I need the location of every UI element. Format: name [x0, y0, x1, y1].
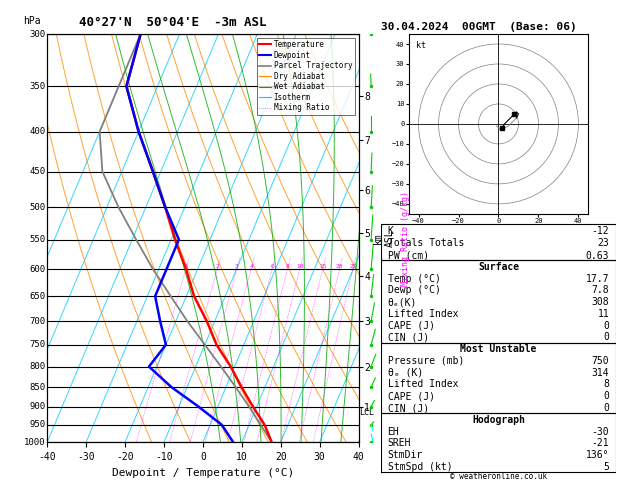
Text: 308: 308 [592, 297, 610, 307]
Text: StmDir: StmDir [387, 450, 423, 460]
X-axis label: Dewpoint / Temperature (°C): Dewpoint / Temperature (°C) [112, 468, 294, 478]
Text: LCL: LCL [359, 408, 374, 417]
Text: 800: 800 [30, 362, 46, 371]
Text: 0: 0 [603, 391, 610, 401]
Text: 600: 600 [30, 264, 46, 274]
Text: 1: 1 [184, 264, 187, 269]
Text: SREH: SREH [387, 438, 411, 448]
Text: 11: 11 [598, 309, 610, 319]
Text: 5: 5 [603, 462, 610, 472]
Text: 400: 400 [30, 127, 46, 136]
Text: 750: 750 [592, 356, 610, 366]
Text: 17.7: 17.7 [586, 274, 610, 284]
Text: 4: 4 [249, 264, 253, 269]
Text: 10: 10 [296, 264, 303, 269]
Text: EH: EH [387, 427, 399, 436]
Text: 136°: 136° [586, 450, 610, 460]
Text: CIN (J): CIN (J) [387, 332, 429, 343]
Text: 314: 314 [592, 368, 610, 378]
Text: -30: -30 [592, 427, 610, 436]
Text: StmSpd (kt): StmSpd (kt) [387, 462, 452, 472]
Text: 23: 23 [598, 238, 610, 248]
Text: 300: 300 [30, 30, 46, 38]
Text: θₑ (K): θₑ (K) [387, 368, 423, 378]
Text: Pressure (mb): Pressure (mb) [387, 356, 464, 366]
Legend: Temperature, Dewpoint, Parcel Trajectory, Dry Adiabat, Wet Adiabat, Isotherm, Mi: Temperature, Dewpoint, Parcel Trajectory… [257, 38, 355, 115]
Text: Mixing Ratio (g/kg): Mixing Ratio (g/kg) [401, 191, 410, 286]
Text: 25: 25 [349, 264, 357, 269]
Text: Temp (°C): Temp (°C) [387, 274, 440, 284]
Text: 850: 850 [30, 382, 46, 392]
Text: 650: 650 [30, 292, 46, 301]
Text: 350: 350 [30, 82, 46, 91]
Text: kt: kt [416, 41, 426, 50]
Text: CAPE (J): CAPE (J) [387, 391, 435, 401]
Text: 6: 6 [270, 264, 274, 269]
Text: Lifted Index: Lifted Index [387, 380, 458, 389]
Text: 450: 450 [30, 167, 46, 176]
Text: -12: -12 [592, 226, 610, 236]
Text: 0: 0 [603, 332, 610, 343]
Text: -21: -21 [592, 438, 610, 448]
Text: 700: 700 [30, 317, 46, 326]
Text: Surface: Surface [478, 262, 519, 272]
Text: 2: 2 [215, 264, 219, 269]
Text: 15: 15 [319, 264, 326, 269]
Text: 3: 3 [235, 264, 238, 269]
Text: 550: 550 [30, 235, 46, 244]
Text: 8: 8 [603, 380, 610, 389]
Text: CAPE (J): CAPE (J) [387, 321, 435, 330]
Text: Most Unstable: Most Unstable [460, 344, 537, 354]
Text: 0.63: 0.63 [586, 251, 610, 260]
Text: PW (cm): PW (cm) [387, 251, 429, 260]
Text: 0: 0 [603, 403, 610, 413]
Text: Dewp (°C): Dewp (°C) [387, 285, 440, 295]
Text: θₑ(K): θₑ(K) [387, 297, 417, 307]
Text: K: K [387, 226, 394, 236]
Text: 750: 750 [30, 340, 46, 349]
Text: 0: 0 [603, 321, 610, 330]
Text: 500: 500 [30, 203, 46, 212]
Text: Hodograph: Hodograph [472, 415, 525, 425]
Text: Lifted Index: Lifted Index [387, 309, 458, 319]
Text: 900: 900 [30, 402, 46, 411]
Y-axis label: km
ASL: km ASL [373, 229, 394, 247]
Text: © weatheronline.co.uk: © weatheronline.co.uk [450, 472, 547, 481]
Text: 950: 950 [30, 420, 46, 429]
Text: hPa: hPa [23, 16, 40, 26]
Text: Totals Totals: Totals Totals [387, 238, 464, 248]
Text: 8: 8 [286, 264, 289, 269]
Text: 7.8: 7.8 [592, 285, 610, 295]
Text: 20: 20 [336, 264, 343, 269]
Text: CIN (J): CIN (J) [387, 403, 429, 413]
Text: 30.04.2024  00GMT  (Base: 06): 30.04.2024 00GMT (Base: 06) [381, 21, 576, 32]
Text: 1000: 1000 [24, 438, 46, 447]
Text: 40°27'N  50°04'E  -3m ASL: 40°27'N 50°04'E -3m ASL [79, 16, 266, 29]
